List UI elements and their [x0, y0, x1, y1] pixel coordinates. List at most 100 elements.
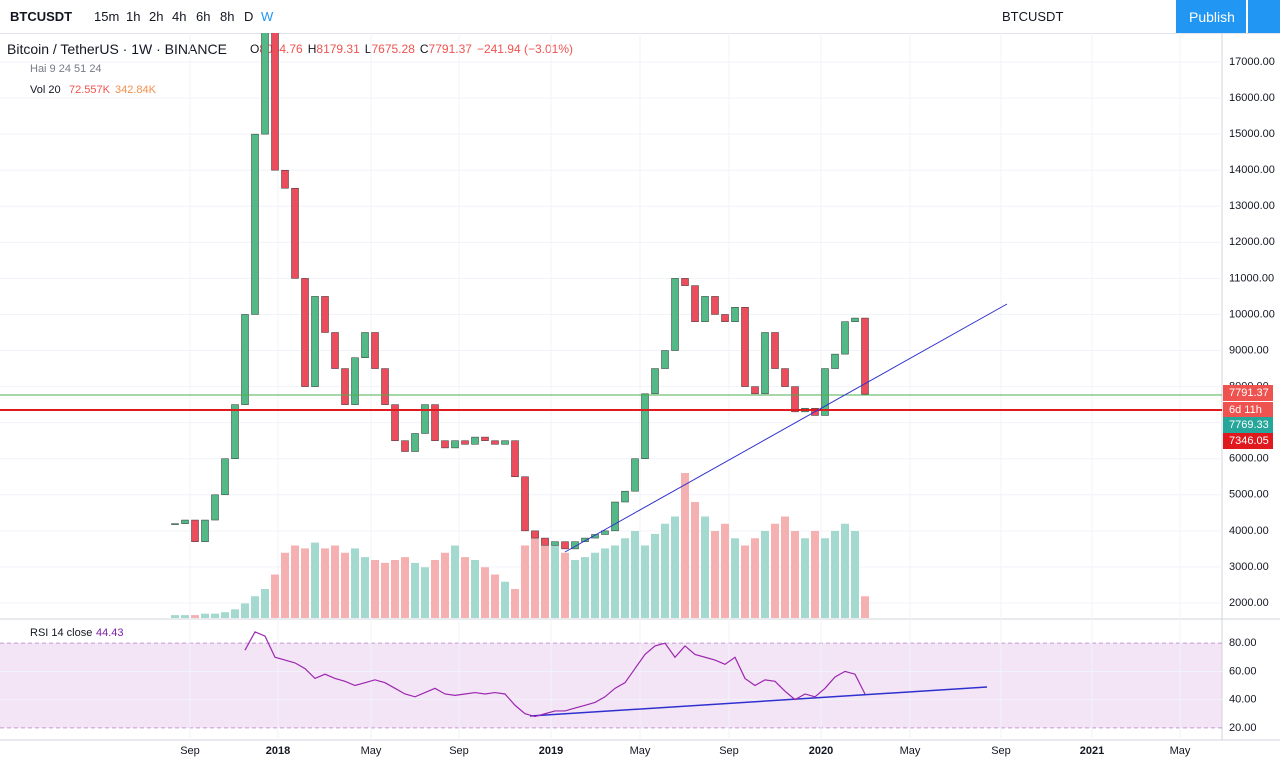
x-tick-label: 2020 — [809, 745, 833, 757]
interval[interactable]: 8h — [220, 9, 235, 24]
volume-bar — [721, 523, 729, 618]
interval[interactable]: 1h — [126, 9, 141, 24]
volume-bar — [311, 542, 319, 618]
interval[interactable]: 15m — [94, 9, 120, 24]
volume-bar — [601, 548, 609, 618]
x-tick-label: 2018 — [266, 745, 290, 757]
candle — [541, 537, 549, 546]
publish-button[interactable] — [1176, 0, 1246, 33]
candle — [451, 440, 459, 449]
ohlc-key: C — [419, 42, 429, 56]
interval[interactable]: D — [244, 9, 254, 24]
x-tick-label: May — [900, 745, 921, 757]
volume-bar — [861, 596, 869, 618]
volume-bar — [211, 613, 219, 618]
x-tick-label: May — [630, 745, 651, 757]
price-label-bg — [1223, 433, 1273, 449]
interval[interactable]: 6h — [196, 9, 211, 24]
volume-bar — [261, 589, 269, 618]
volume-bar — [751, 538, 759, 618]
candle — [421, 404, 429, 434]
symbol[interactable]: BTCUSDT — [10, 9, 73, 24]
volume-bar — [521, 545, 529, 618]
volume-bar — [451, 545, 459, 618]
candle — [321, 296, 329, 333]
candle — [631, 458, 639, 492]
candle — [661, 350, 669, 369]
candle — [401, 440, 409, 452]
candle — [441, 440, 449, 449]
volume-bar — [371, 560, 379, 618]
volume-bar — [531, 531, 539, 618]
candle — [561, 541, 569, 550]
ohlc-key: H — [307, 42, 317, 56]
x-tick-label: Sep — [991, 745, 1011, 757]
volume-bar — [301, 548, 309, 618]
y-tick-label: 17000.00 — [1229, 56, 1275, 68]
volume-bar — [621, 538, 629, 618]
rsi-tick-label: 80.00 — [1229, 637, 1257, 649]
volume-bar — [841, 523, 849, 618]
candle — [761, 332, 769, 395]
candle — [791, 386, 799, 413]
y-tick-label: 13000.00 — [1229, 200, 1275, 212]
y-tick-label: 9000.00 — [1229, 344, 1269, 356]
candle — [371, 332, 379, 369]
compare-symbol[interactable]: BTCUSDT — [1002, 9, 1064, 24]
candle — [751, 386, 759, 395]
candle — [691, 285, 699, 322]
interval[interactable]: 2h — [149, 9, 164, 24]
y-tick-label: 5000.00 — [1229, 489, 1269, 501]
candle — [391, 404, 399, 441]
y-tick-label: 2000.00 — [1229, 597, 1269, 609]
rsi-line — [244, 631, 866, 718]
candle — [291, 187, 299, 279]
candle — [611, 501, 619, 532]
y-tick-label: 16000.00 — [1229, 92, 1275, 104]
candle — [251, 133, 259, 315]
candle — [501, 440, 509, 445]
volume-bar — [771, 523, 779, 618]
volume-bar — [641, 545, 649, 618]
y-tick-label: 14000.00 — [1229, 164, 1275, 176]
volume-bar — [201, 613, 209, 618]
volume-bar — [581, 557, 589, 618]
candle — [851, 317, 859, 322]
volume-bar — [231, 609, 239, 618]
price-label: 7769.33 — [1229, 419, 1269, 431]
volume-bar — [741, 545, 749, 618]
interval[interactable]: 4h — [172, 9, 187, 24]
volume-bar — [671, 516, 679, 618]
candle — [571, 541, 579, 550]
volume-bar — [361, 557, 369, 618]
publish-label[interactable]: Publish — [1189, 9, 1235, 25]
volume-bar — [171, 615, 179, 618]
volume-bar — [441, 552, 449, 618]
toolbar: BTCUSDT BTCUSDT Publish 15m 1h 2h 4h 6h 8h D W — [0, 0, 1280, 34]
volume-bar — [381, 562, 389, 618]
replay-button[interactable] — [1248, 0, 1280, 33]
candle — [411, 433, 419, 452]
volume-bar — [341, 552, 349, 618]
volume-bar — [221, 612, 229, 618]
x-tick-label: 2021 — [1080, 745, 1104, 757]
volume-bar — [501, 581, 509, 618]
price-label-bg — [1223, 417, 1273, 433]
volume-bar — [281, 552, 289, 618]
candle — [181, 519, 189, 524]
change: −241.94 (−3.01%) — [476, 42, 574, 56]
candle — [311, 296, 319, 387]
candle — [831, 353, 839, 369]
vol-name: Vol 20 — [30, 84, 61, 96]
candle — [491, 440, 499, 445]
candle — [591, 534, 599, 539]
price-label: 6d 11h — [1229, 404, 1262, 416]
x-tick-label: May — [361, 745, 382, 757]
interval[interactable]: W — [261, 9, 274, 24]
candle — [341, 368, 349, 405]
candle — [211, 494, 219, 521]
volume-bar — [821, 538, 829, 618]
candle — [841, 321, 849, 355]
volume-bar — [191, 615, 199, 618]
rsi-band — [0, 643, 1222, 728]
